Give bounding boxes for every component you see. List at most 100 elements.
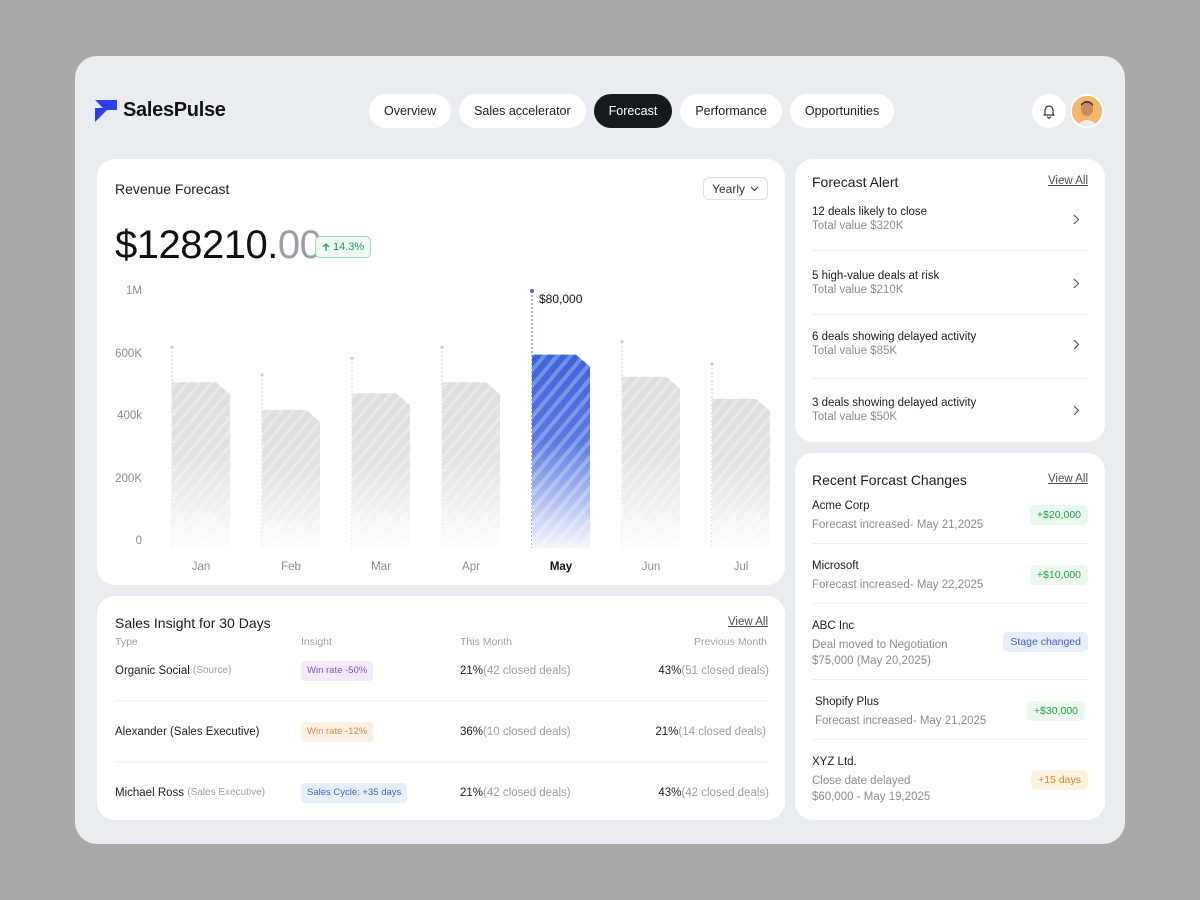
insight-view-all-link[interactable]: View All (727, 616, 768, 628)
this-month-deals: (42 closed deals) (483, 664, 571, 677)
this-month-pct: 21% (460, 664, 484, 677)
change-badge: +$30,000 (1026, 701, 1085, 721)
logo[interactable]: SalesPulse (95, 99, 226, 122)
guide-dot (350, 356, 354, 360)
alert-divider (812, 250, 1088, 251)
app-window: SalesPulse Overview Sales accelerator Fo… (75, 56, 1125, 844)
change-item-detail: Close date delayed (812, 775, 911, 787)
change-item-detail: Forecast increased- May 22,2025 (812, 579, 984, 591)
insight-title: Sales Insight for 30 Days (115, 615, 271, 631)
recent-changes-card: Recent Forcast Changes View All Acme Cor… (795, 453, 1105, 820)
change-item-title: XYZ Ltd. (812, 756, 857, 768)
change-badge: Stage changed (1003, 632, 1088, 652)
avatar[interactable] (1070, 94, 1104, 128)
change-item-detail: Forecast increased- May 21,2025 (815, 715, 987, 727)
change-item-title: Shopify Plus (815, 696, 879, 708)
revenue-amount-cents: 00 (277, 223, 322, 267)
tab-opportunities[interactable]: Opportunities (789, 94, 895, 128)
table-row[interactable]: Alexander (Sales Executive) Win rate -12… (115, 701, 769, 762)
arrow-up-icon (322, 242, 330, 251)
highlight-value-label: $80,000 (539, 292, 583, 306)
alert-item-value: Total value $320K (812, 220, 904, 232)
tab-overview[interactable]: Overview (369, 94, 452, 128)
alert-title: Forecast Alert (812, 174, 899, 190)
change-badge: +15 days (1031, 770, 1088, 790)
x-tick-label: Apr (462, 561, 480, 573)
change-item-amount: $60,000 - May 19,2025 (812, 791, 931, 803)
y-tick-label: 200K (115, 473, 142, 485)
alert-item-title: 6 deals showing delayed activity (812, 331, 977, 343)
guide-dot (440, 345, 444, 349)
change-item-title: Microsoft (812, 560, 859, 572)
tab-forecast[interactable]: Forecast (593, 94, 673, 128)
notifications-button[interactable] (1032, 94, 1066, 128)
change-item-title: ABC Inc (812, 620, 855, 632)
revenue-amount: $128210.00 (115, 223, 322, 268)
row-sub: (Source) (193, 665, 232, 676)
revenue-chart: 0 200K 400k 600K 1M Jan Feb Mar Apr May $80,000 Jun… (115, 285, 770, 573)
chevron-right-icon (1073, 405, 1080, 416)
main-nav: Overview Sales accelerator Forecast Perf… (369, 94, 895, 128)
tab-sales-accelerator[interactable]: Sales accelerator (459, 94, 586, 128)
row-insight: Win rate -50% (301, 640, 374, 701)
this-month-deals: (42 closed deals) (483, 786, 571, 799)
y-tick-label: 1M (126, 285, 142, 297)
revenue-forecast-card: Revenue Forecast Yearly $128210.00 14.3% (97, 159, 785, 585)
table-row[interactable]: Organic Social (Source) Win rate -50% 21… (115, 640, 769, 701)
insight-tag: Sales Cycle: +35 days (301, 782, 408, 803)
y-tick-label: 400k (117, 410, 142, 422)
guide-dot (620, 340, 624, 344)
chevron-right-icon (1073, 214, 1080, 225)
alert-view-all-link[interactable]: View All (1047, 175, 1088, 187)
change-item[interactable]: Acme Corp Forecast increased- May 21,202… (812, 500, 1088, 533)
insight-tag: Win rate -12% (301, 721, 374, 742)
guide-dot (530, 289, 534, 293)
x-tick-label: Jul (734, 561, 749, 573)
period-dropdown[interactable]: Yearly (703, 177, 768, 200)
bar-fade (712, 398, 770, 548)
alert-item[interactable]: 12 deals likely to close Total value $32… (812, 206, 1088, 232)
revenue-change-value: 14.3% (333, 241, 365, 253)
col-header-previous-month: Previous Month (694, 636, 767, 648)
row-this-month: 21% (42 closed deals) (460, 762, 571, 823)
prev-month-pct: 43% (658, 664, 682, 677)
sales-insight-card: Sales Insight for 30 Days View All Type … (97, 596, 785, 820)
user-avatar-icon (1072, 96, 1102, 126)
row-insight: Win rate -12% (301, 701, 374, 762)
change-item[interactable]: XYZ Ltd. Close date delayed $60,000 - Ma… (812, 756, 1088, 805)
alert-item-title: 5 high-value deals at risk (812, 270, 940, 282)
chevron-right-icon (1073, 339, 1080, 350)
guide-dot (710, 362, 714, 366)
table-row[interactable]: Michael Ross (Sales Executive) Sales Cyc… (115, 762, 769, 823)
row-name: Organic Social (115, 664, 190, 677)
x-tick-label: Jun (642, 561, 661, 573)
row-divider (115, 700, 769, 701)
bar-fade (262, 409, 320, 548)
change-badge: +$10,000 (1029, 565, 1088, 585)
changes-view-all-link[interactable]: View All (1047, 473, 1088, 485)
row-type: Alexander (Sales Executive) (115, 701, 259, 762)
change-item[interactable]: Shopify Plus Forecast increased- May 21,… (815, 696, 1088, 729)
changes-title: Recent Forcast Changes (812, 472, 967, 488)
row-divider (115, 761, 769, 762)
alert-item-value: Total value $50K (812, 411, 898, 423)
chevron-down-icon (750, 186, 759, 191)
change-item[interactable]: ABC Inc Deal moved to Negotiation $75,00… (812, 620, 1088, 669)
col-header-type: Type (115, 636, 138, 648)
prev-month-pct: 21% (655, 725, 679, 738)
chevron-right-icon (1073, 278, 1080, 289)
change-divider (812, 543, 1088, 544)
alert-item[interactable]: 5 high-value deals at risk Total value $… (812, 270, 1088, 296)
prev-month-deals: (42 closed deals) (681, 786, 769, 799)
tab-performance[interactable]: Performance (680, 94, 782, 128)
alert-item[interactable]: 6 deals showing delayed activity Total v… (812, 331, 1088, 357)
change-item[interactable]: Microsoft Forecast increased- May 22,202… (812, 560, 1088, 593)
bar-fade (532, 354, 590, 548)
alert-item[interactable]: 3 deals showing delayed activity Total v… (812, 397, 1088, 423)
alert-item-title: 3 deals showing delayed activity (812, 397, 977, 409)
alert-divider (812, 314, 1088, 315)
revenue-amount-main: $128210. (115, 223, 278, 267)
change-item-amount: $75,000 (May 20,2025) (812, 655, 931, 667)
alert-divider (812, 378, 1088, 379)
row-this-month: 21% (42 closed deals) (460, 640, 571, 701)
